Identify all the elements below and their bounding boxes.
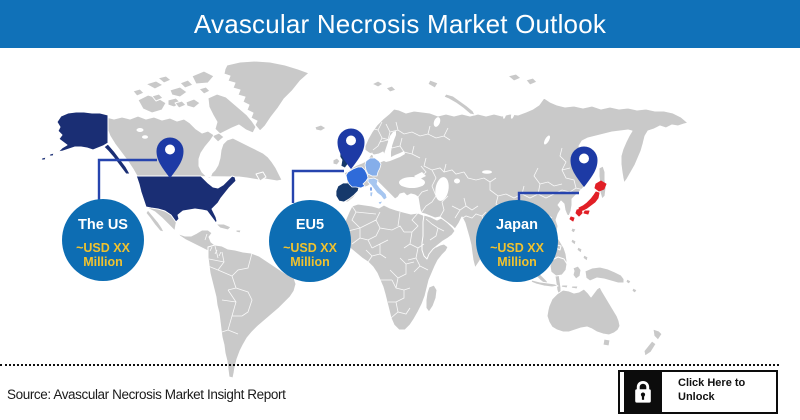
svg-text:Million: Million: [290, 255, 330, 269]
svg-text:~USD XX: ~USD XX: [490, 241, 545, 255]
svg-text:The US: The US: [78, 217, 128, 233]
svg-text:~USD XX: ~USD XX: [283, 241, 338, 255]
svg-text:Million: Million: [497, 255, 537, 269]
svg-text:~USD XX: ~USD XX: [76, 241, 131, 255]
svg-text:Million: Million: [83, 255, 123, 269]
svg-text:EU5: EU5: [296, 217, 324, 233]
svg-text:Japan: Japan: [496, 217, 538, 233]
